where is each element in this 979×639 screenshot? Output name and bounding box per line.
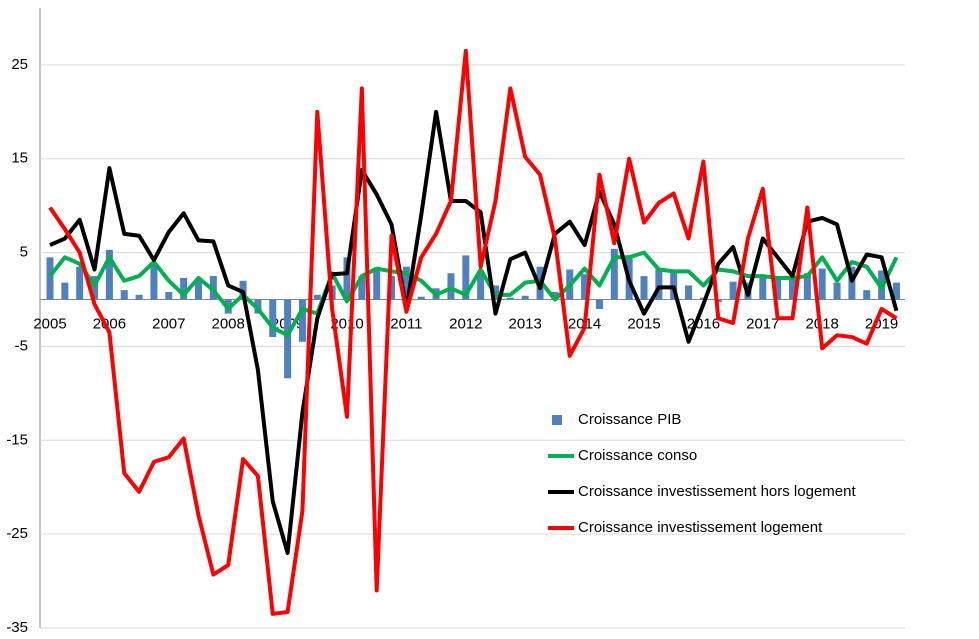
bar	[61, 282, 69, 300]
bar	[105, 249, 113, 300]
y-tick-label: -25	[6, 525, 28, 542]
bar	[417, 296, 425, 300]
x-tick-label: 2013	[509, 316, 542, 333]
bar	[759, 277, 767, 300]
bar	[343, 257, 351, 300]
bar	[76, 266, 84, 300]
x-tick-label: 2005	[33, 316, 66, 333]
bar	[402, 266, 410, 300]
legend-swatch	[552, 415, 562, 425]
bar	[551, 292, 559, 300]
bar	[91, 276, 99, 300]
bar	[685, 285, 693, 300]
y-tick-label: 15	[11, 150, 28, 167]
x-tick-label: 2018	[806, 316, 839, 333]
legend-label: Croissance investissement hors logement	[578, 483, 856, 500]
bar	[269, 299, 277, 338]
legend-label: Croissance investissement logement	[578, 519, 823, 536]
bar	[150, 263, 158, 300]
bar	[135, 294, 143, 300]
bar	[521, 295, 529, 300]
bar	[46, 257, 54, 300]
bar	[581, 274, 589, 300]
bar	[506, 297, 514, 300]
bar	[595, 299, 603, 309]
bar	[195, 280, 202, 300]
line	[48, 48, 898, 616]
y-tick-label: -15	[6, 431, 28, 448]
x-tick-label: 2007	[152, 316, 185, 333]
bar	[803, 273, 811, 300]
bar	[165, 292, 173, 300]
line	[49, 109, 899, 555]
legend-label: Croissance PIB	[578, 411, 681, 428]
bar	[863, 290, 871, 300]
bar	[120, 290, 128, 300]
bar	[789, 276, 796, 300]
bar	[774, 276, 782, 300]
bar	[729, 281, 737, 300]
y-tick-label: -5	[15, 337, 28, 354]
y-tick-label: -35	[6, 619, 28, 636]
bar	[373, 268, 381, 300]
bar	[298, 299, 306, 342]
bar	[358, 276, 366, 300]
y-tick-label: 25	[11, 56, 28, 73]
bar	[180, 277, 188, 300]
bar	[610, 248, 618, 300]
bar	[284, 299, 292, 379]
bar	[640, 276, 648, 300]
x-tick-label: 2011	[390, 316, 422, 333]
bar	[848, 266, 856, 300]
bar	[655, 269, 663, 300]
bar	[477, 272, 485, 300]
bar	[833, 282, 841, 300]
bar	[462, 255, 470, 300]
x-tick-label: 2015	[627, 316, 660, 333]
bar	[388, 276, 396, 300]
x-tick-label: 2012	[449, 316, 482, 333]
legend-label: Croissance conso	[578, 447, 697, 464]
line	[48, 250, 899, 338]
bar	[892, 282, 900, 300]
y-tick-label: 5	[20, 244, 28, 261]
x-tick-label: 2017	[746, 316, 779, 333]
bar	[313, 294, 321, 300]
x-tick-label: 2008	[212, 316, 245, 333]
bar	[818, 268, 826, 300]
x-tick-label: 2010	[330, 316, 363, 333]
